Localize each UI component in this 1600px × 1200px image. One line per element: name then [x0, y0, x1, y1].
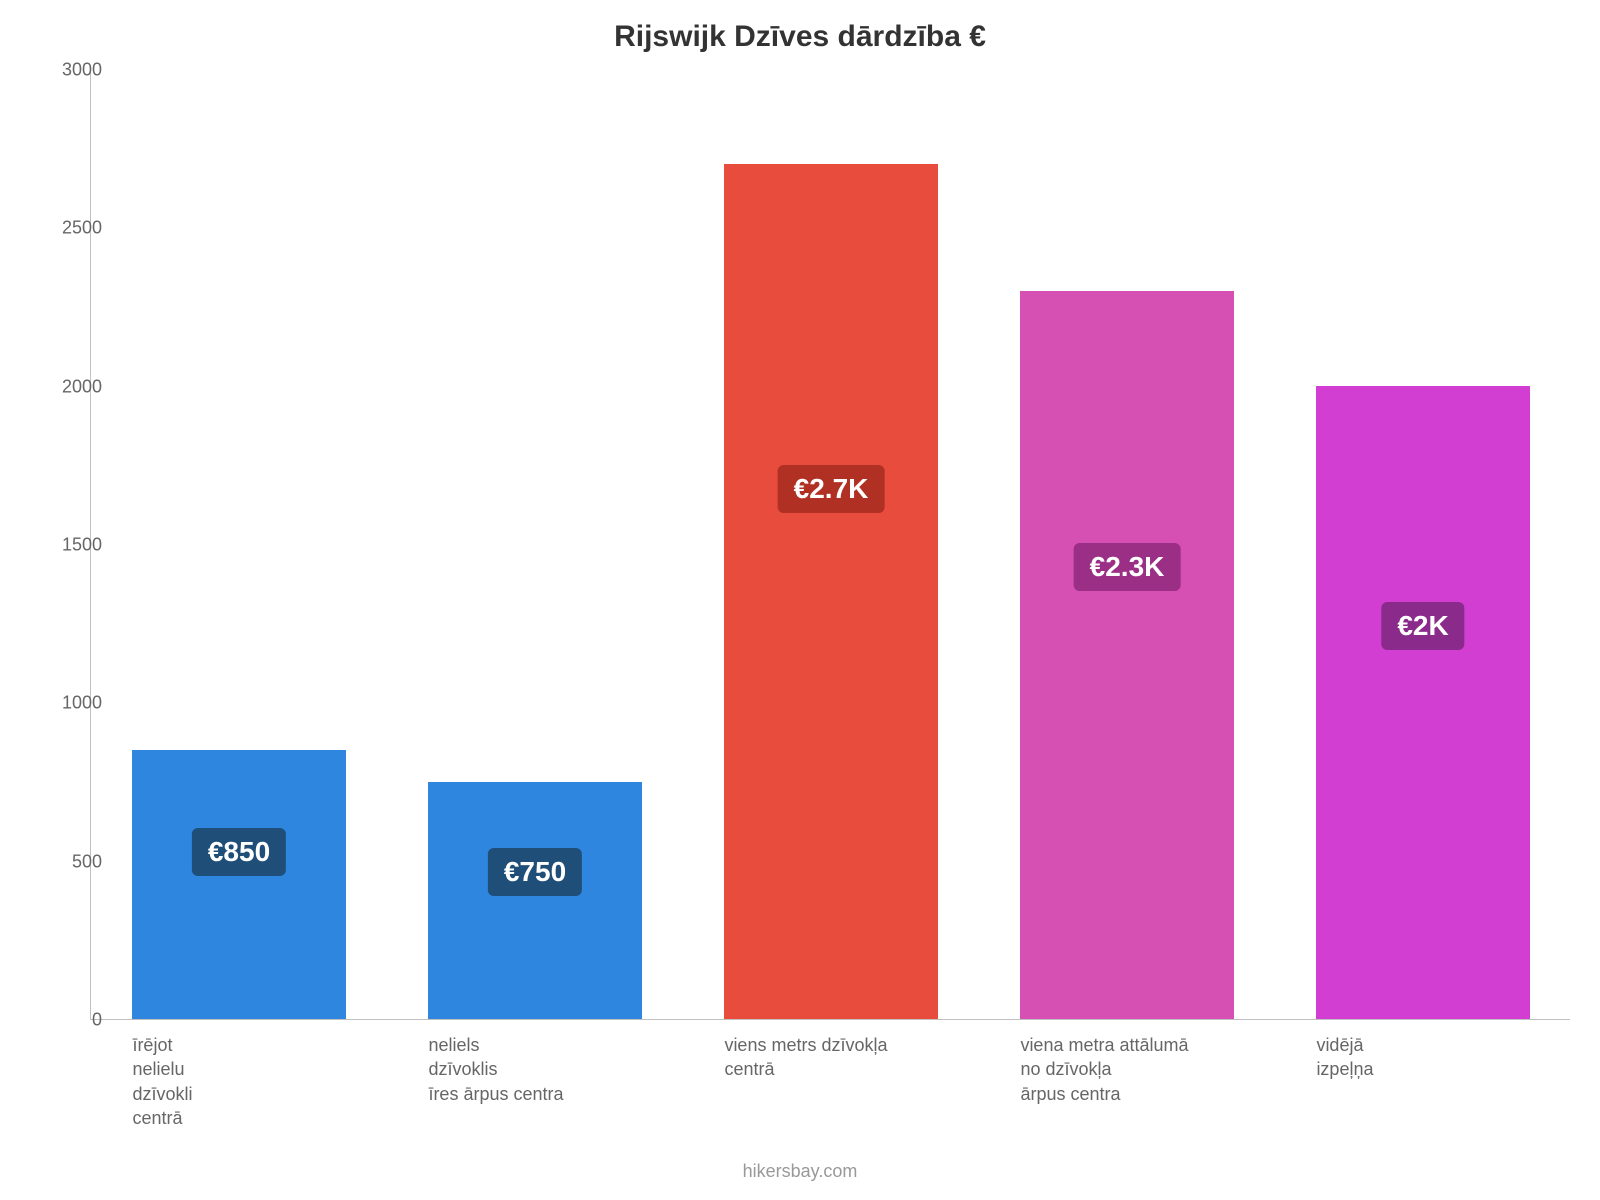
chart-title: Rijswijk Dzīves dārdzība € [0, 20, 1600, 54]
xtick-label: īrējot nelielu dzīvokli centrā [132, 1033, 345, 1130]
bar [428, 782, 641, 1020]
xtick-label: vidējā izpeļņa [1316, 1033, 1529, 1082]
ytick-label: 1500 [22, 535, 102, 556]
xtick-label: neliels dzīvoklis īres ārpus centra [428, 1033, 641, 1106]
ytick-label: 0 [22, 1010, 102, 1031]
xtick-label: viens metrs dzīvokļa centrā [724, 1033, 937, 1082]
bar-value-label: €2.3K [1074, 543, 1181, 591]
bar [724, 164, 937, 1019]
bar-value-label: €850 [192, 828, 286, 876]
bar [1316, 386, 1529, 1019]
ytick-label: 2000 [22, 376, 102, 397]
bar [1020, 291, 1233, 1019]
bar [132, 750, 345, 1019]
ytick-label: 500 [22, 851, 102, 872]
bar-value-label: €2K [1381, 602, 1464, 650]
ytick-label: 1000 [22, 693, 102, 714]
attribution: hikersbay.com [0, 1161, 1600, 1182]
xtick-label: viena metra attālumā no dzīvokļa ārpus c… [1020, 1033, 1233, 1106]
ytick-label: 3000 [22, 60, 102, 81]
bar-value-label: €750 [488, 848, 582, 896]
ytick-label: 2500 [22, 218, 102, 239]
cost-of-living-chart: Rijswijk Dzīves dārdzība € €850īrējot ne… [0, 0, 1600, 1200]
bar-value-label: €2.7K [778, 465, 885, 513]
plot-area: €850īrējot nelielu dzīvokli centrā€750ne… [90, 70, 1570, 1020]
